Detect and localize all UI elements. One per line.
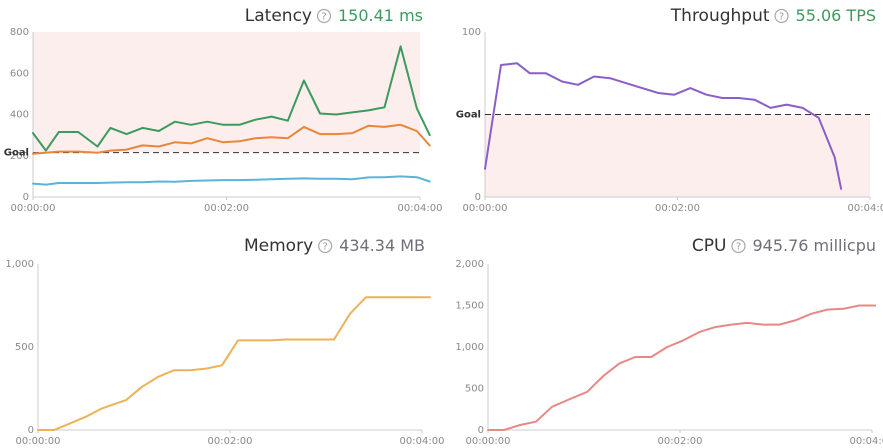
- throughput-goal-zone: [485, 114, 870, 197]
- throughput-x-tick-label: 00:00:00: [463, 203, 508, 214]
- memory-title: Memory: [244, 236, 313, 256]
- cpu-help-glyph: ?: [736, 242, 741, 253]
- latency-y-tick-label: 0: [23, 192, 29, 203]
- cpu-y-tick-label: 500: [465, 384, 484, 395]
- throughput-y-tick-label: 0: [475, 192, 481, 203]
- latency-x-tick-label: 00:02:00: [204, 203, 249, 214]
- throughput-x-tick-label: 00:02:00: [655, 203, 700, 214]
- latency-y-tick-label: 400: [10, 110, 29, 121]
- throughput-goal-label: Goal: [456, 110, 481, 121]
- cpu-help-icon[interactable]: [731, 238, 746, 254]
- latency-title: Latency: [245, 6, 312, 26]
- cpu-title: CPU: [692, 236, 727, 256]
- cpu-x-tick-label: 00:04:00: [850, 436, 883, 447]
- latency-x-tick-label: 00:00:00: [11, 203, 56, 214]
- memory-y-tick-label: 500: [15, 342, 34, 353]
- cpu-y-tick-label: 1,500: [455, 301, 484, 312]
- latency-help-icon[interactable]: [316, 8, 332, 24]
- cpu-current-value: 945.76 millicpu: [752, 236, 876, 255]
- memory-x-tick-label: 00:00:00: [16, 436, 61, 447]
- cpu-y-tick-label: 1,000: [455, 342, 484, 353]
- latency-chart: 0 200 400 600 800 00:00:00 00:02:00 00:04:00 Goa…: [4, 6, 443, 214]
- throughput-chart: 0 100 00:00:00 00:02:00 00:04:00 Goal 55.06 TP…: [456, 6, 883, 214]
- throughput-current-value: 55.06 TPS: [796, 6, 876, 25]
- cpu-x-tick-label: 00:00:00: [466, 436, 511, 447]
- memory-chart: 0 500 1,000 00:00:00 00:02:00 00:04:00 434.34 …: [5, 236, 444, 447]
- latency-goal-label: Goal: [4, 148, 29, 159]
- latency-series-line-orange: [32, 123, 431, 155]
- memory-current-value: 434.34 MB: [339, 236, 425, 255]
- latency-y-tick-label: 800: [10, 27, 29, 38]
- throughput-series-line-purple: [484, 62, 843, 190]
- latency-y-tick-label: 200: [10, 151, 29, 162]
- memory-series-line-yellow: [37, 296, 431, 431]
- latency-x-tick-label: 00:04:00: [398, 203, 443, 214]
- cpu-series-line-red: [487, 304, 877, 431]
- latency-current-value: 150.41 ms: [338, 6, 423, 25]
- memory-x-tick-label: 00:02:00: [208, 436, 253, 447]
- memory-help-glyph: ?: [322, 242, 327, 253]
- cpu-y-tick-label: 2,000: [455, 259, 484, 270]
- throughput-y-tick-label: 100: [462, 27, 481, 38]
- latency-goal-zone: [33, 32, 420, 153]
- throughput-x-tick-label: 00:04:00: [848, 203, 883, 214]
- cpu-chart: 0 500 1,000 1,500 2,000 00:00:00 00:02:00 00:04…: [455, 236, 883, 447]
- throughput-help-icon[interactable]: [774, 8, 789, 24]
- memory-help-icon[interactable]: [318, 238, 333, 254]
- throughput-help-glyph: ?: [779, 12, 784, 23]
- cpu-y-tick-label: 0: [478, 425, 484, 436]
- memory-y-tick-label: 0: [28, 425, 34, 436]
- throughput-title: Throughput: [670, 6, 770, 26]
- memory-y-tick-label: 1,000: [5, 259, 34, 270]
- memory-x-tick-label: 00:04:00: [400, 436, 445, 447]
- latency-help-glyph: ?: [321, 12, 326, 23]
- latency-series-line-green: [32, 45, 431, 152]
- latency-series-line-blue: [32, 175, 431, 186]
- latency-y-tick-label: 600: [10, 68, 29, 79]
- cpu-x-tick-label: 00:02:00: [658, 436, 703, 447]
